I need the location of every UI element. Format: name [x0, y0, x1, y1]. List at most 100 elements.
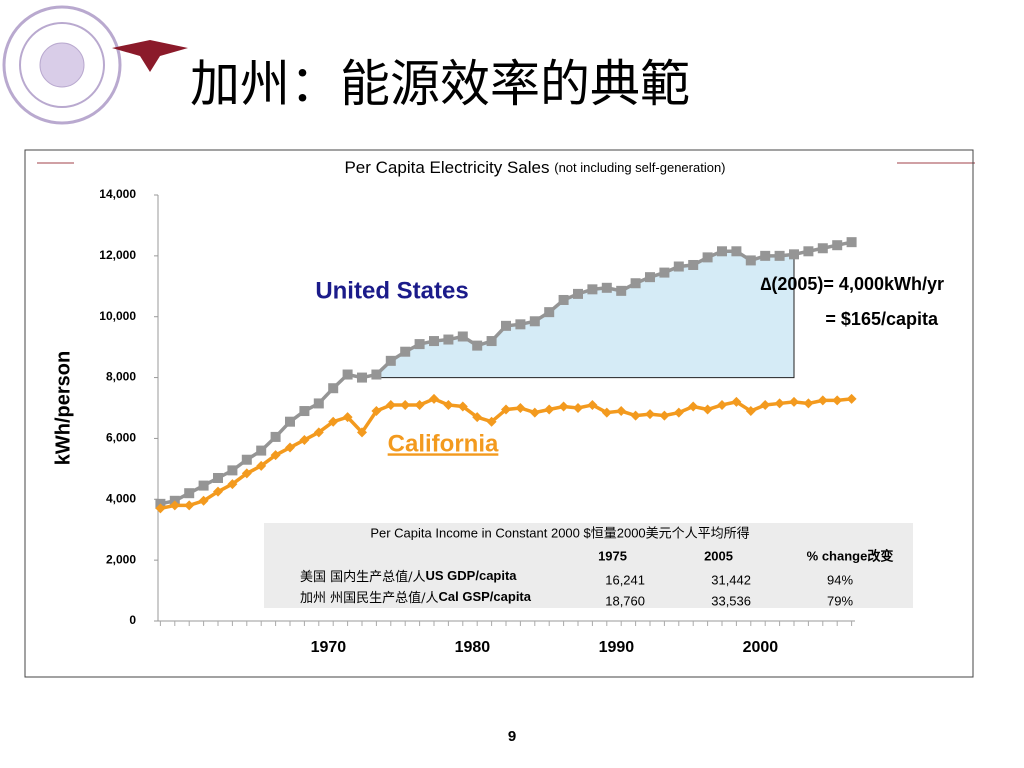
y-tick-label: 12,000 [99, 248, 136, 262]
marker [472, 340, 483, 351]
marker [832, 240, 843, 251]
marker [702, 404, 713, 415]
marker [645, 409, 655, 420]
marker [587, 399, 598, 410]
marker [299, 434, 310, 445]
marker [184, 488, 195, 499]
y-tick-label: 2,000 [106, 552, 136, 566]
marker [702, 252, 713, 263]
marker [385, 399, 396, 410]
marker [760, 250, 771, 261]
marker [357, 427, 367, 438]
marker [645, 272, 655, 283]
marker [817, 243, 828, 254]
marker [414, 339, 425, 350]
table-title: Per Capita Income in Constant 2000 $恒量20… [370, 525, 749, 540]
x-tick-label: 2000 [743, 639, 779, 656]
y-tick-label: 0 [129, 613, 136, 627]
marker [616, 285, 627, 296]
marker [400, 346, 411, 357]
marker [717, 399, 727, 410]
marker [256, 445, 267, 456]
chart-frame [24, 149, 974, 678]
marker [529, 407, 540, 418]
marker [688, 259, 699, 270]
marker [501, 320, 511, 331]
table-cell: 16,241 [605, 572, 645, 587]
marker [198, 495, 209, 506]
marker [760, 399, 771, 410]
marker [558, 401, 569, 412]
marker [774, 398, 785, 409]
marker [342, 369, 353, 380]
marker [299, 406, 310, 417]
marker [630, 410, 641, 421]
marker [515, 319, 526, 330]
logo [2, 5, 188, 125]
marker [745, 255, 756, 266]
marker [213, 486, 223, 497]
marker [184, 500, 195, 511]
marker [774, 250, 785, 261]
marker [313, 427, 324, 438]
marker [803, 246, 814, 257]
marker [486, 336, 497, 347]
annotation: = $165/capita [825, 309, 939, 329]
marker [213, 472, 223, 483]
marker [357, 372, 367, 383]
row-label: 美国 国内生产总值/人US GDP/capita [300, 568, 517, 584]
marker [241, 468, 252, 479]
marker [515, 403, 526, 413]
marker [587, 284, 598, 295]
table-cell: 33,536 [711, 593, 751, 608]
marker [270, 431, 281, 442]
marker [443, 334, 454, 345]
marker [371, 406, 382, 417]
marker [544, 307, 555, 318]
marker [688, 401, 699, 412]
marker [630, 278, 641, 289]
y-tick-label: 14,000 [99, 187, 136, 201]
y-tick-label: 4,000 [106, 491, 136, 505]
x-tick-label: 1990 [599, 639, 635, 656]
marker [717, 246, 727, 257]
marker [198, 480, 209, 491]
marker [544, 404, 555, 415]
row-label-cn: 美国 国内生产总值/人 [300, 569, 426, 585]
y-tick-label: 10,000 [99, 309, 136, 323]
x-tick-label: 1980 [455, 639, 491, 656]
marker [673, 407, 684, 418]
marker [789, 249, 799, 260]
marker [227, 479, 238, 490]
marker [414, 399, 425, 410]
y-tick-label: 6,000 [106, 431, 136, 445]
marker [789, 396, 799, 407]
subtitle: (not including self-generation) [554, 160, 725, 175]
series-label: United States [315, 277, 468, 304]
marker [573, 288, 583, 299]
marker [529, 316, 540, 327]
marker [601, 407, 612, 418]
y-label: kWh/person [52, 351, 74, 465]
page-number: 9 [508, 728, 516, 745]
marker [558, 294, 569, 305]
marker [285, 416, 295, 427]
marker [472, 412, 483, 423]
marker [573, 403, 583, 413]
marker [429, 336, 439, 347]
marker [313, 398, 324, 409]
marker [227, 465, 238, 476]
row-label-en: US GDP/capita [426, 568, 518, 583]
marker [241, 454, 252, 465]
table-header: 1975 [598, 548, 627, 563]
marker [501, 404, 511, 415]
marker [803, 398, 814, 409]
chart-title: Per Capita Electricity Sales (not includ… [344, 158, 725, 177]
marker [385, 355, 396, 366]
marker [270, 450, 281, 461]
marker [328, 416, 339, 427]
title: Per Capita Electricity Sales [344, 158, 549, 177]
marker [601, 282, 612, 293]
marker [457, 331, 468, 342]
